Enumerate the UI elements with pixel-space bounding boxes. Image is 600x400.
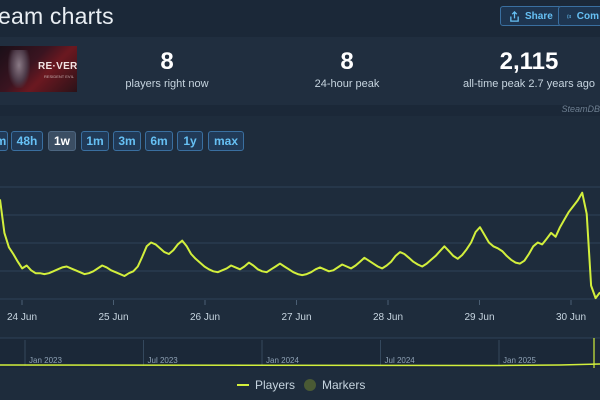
compare-icon	[567, 14, 571, 18]
chart-legend: Players Markers	[0, 378, 600, 394]
chart-x-tick-marks	[21, 300, 572, 305]
x-tick-label: 24 Jun	[7, 312, 37, 323]
share-label: Share	[525, 10, 553, 22]
zoom-button-6m[interactable]: 6m	[145, 131, 173, 151]
overview-background[interactable]	[0, 338, 600, 368]
zoom-button-m[interactable]: m	[0, 131, 8, 151]
cover-character	[8, 50, 30, 88]
zoom-button-1m[interactable]: 1m	[81, 131, 109, 151]
stat-all-time-peak: 2,115 all-time peak 2.7 years ago	[462, 48, 596, 90]
x-tick-label: 25 Jun	[98, 312, 128, 323]
overview-navigator: Jan 2023 Jul 2023 Jan 2024 Jul 2024 Jan 2025	[0, 337, 600, 368]
overview-tick-label: Jan 2024	[266, 356, 299, 365]
stat-value: 8	[340, 48, 354, 75]
overview-series-line	[0, 363, 600, 367]
stat-value: 8	[160, 48, 174, 75]
compare-label: Com	[576, 10, 599, 22]
cover-logo-text: RE·VERSE	[38, 61, 77, 72]
overview-tick-label: Jan 2023	[29, 356, 62, 365]
x-tick-label: 30 Jun	[556, 312, 586, 323]
share-icon	[510, 10, 519, 22]
header: eam charts Share Com	[0, 0, 600, 36]
legend-label-markers: Markers	[322, 378, 366, 392]
chart-x-axis-labels: 24 Jun 25 Jun 26 Jun 27 Jun 28 Jun 29 Jun 30 J…	[7, 312, 586, 323]
chart-gridlines	[0, 186, 600, 300]
game-cover-image[interactable]: RE·VERSE RESIDENT EVIL	[0, 46, 77, 92]
stat-label: all-time peak 2.7 years ago	[462, 78, 596, 90]
zoom-button-1w[interactable]: 1w	[48, 131, 76, 151]
overview-tick-label: Jul 2023	[148, 356, 179, 365]
page-title: eam charts	[0, 3, 114, 29]
legend-item-markers[interactable]: Markers	[304, 378, 365, 392]
compare-button[interactable]: Com	[558, 6, 600, 26]
share-button[interactable]: Share	[500, 6, 562, 26]
stat-value: 2,115	[499, 48, 559, 75]
stat-players-now: 8 players right now	[117, 48, 217, 90]
x-tick-label: 27 Jun	[281, 312, 311, 323]
legend-swatch-markers	[304, 379, 316, 391]
chart-credit: SteamDB	[561, 104, 600, 114]
stats-bar	[0, 37, 600, 105]
zoom-button-3m[interactable]: 3m	[113, 131, 141, 151]
overview-tick-label: Jul 2024	[385, 356, 416, 365]
stat-24h-peak: 8 24-hour peak	[297, 48, 397, 90]
cover-subtitle: RESIDENT EVIL	[44, 74, 74, 79]
zoom-button-48h[interactable]: 48h	[11, 131, 43, 151]
legend-swatch-players	[237, 384, 249, 386]
x-tick-label: 29 Jun	[464, 312, 494, 323]
series-line-players	[0, 191, 600, 300]
legend-item-players[interactable]: Players	[237, 378, 295, 392]
zoom-button-max[interactable]: max	[208, 131, 244, 151]
legend-label-players: Players	[255, 378, 296, 392]
x-tick-label: 26 Jun	[190, 312, 220, 323]
overview-tick-label: Jan 2025	[503, 356, 536, 365]
stat-label: players right now	[125, 78, 209, 90]
x-tick-label: 28 Jun	[373, 312, 403, 323]
zoom-button-1y[interactable]: 1y	[177, 131, 203, 151]
stat-label: 24-hour peak	[314, 78, 380, 90]
